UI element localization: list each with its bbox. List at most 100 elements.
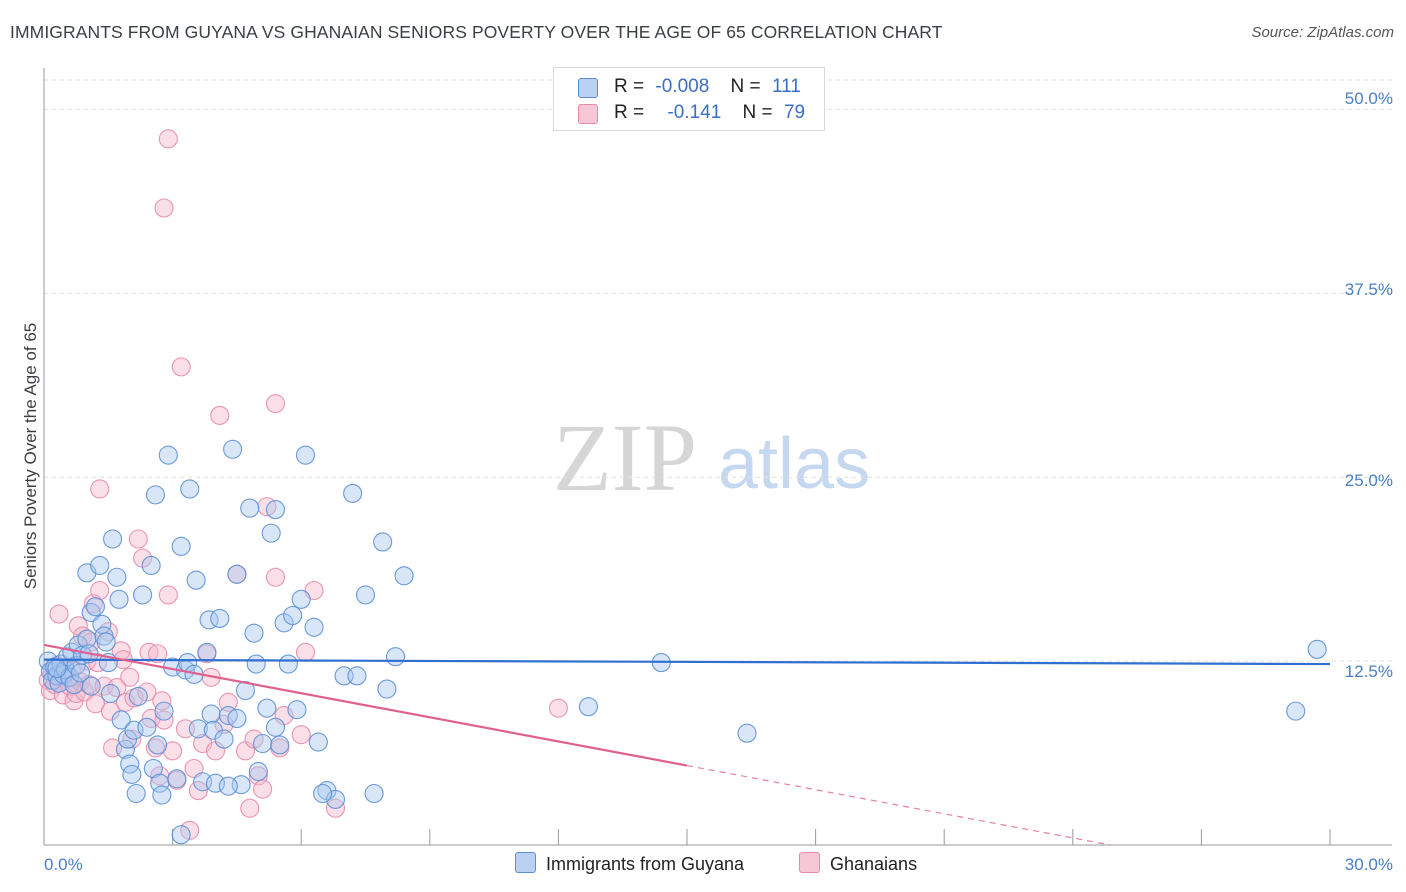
guyana-point — [214, 729, 234, 749]
ghanaians-point — [265, 567, 286, 587]
guyana-point — [137, 717, 157, 737]
guyana-point — [227, 708, 247, 729]
guyana-point — [197, 642, 217, 662]
guyana-point — [81, 676, 101, 696]
y-axis-label: Seniors Poverty Over the Age of 65 — [21, 323, 40, 589]
legend-text: R = -0.141 N = 79 — [614, 102, 805, 124]
guyana-point — [103, 529, 123, 549]
guyana-point — [278, 654, 298, 674]
guyana-point — [244, 623, 264, 643]
bottom-legend-guyana: Immigrants from Guyana — [515, 852, 744, 875]
n-label: N = — [730, 76, 761, 97]
y-tick-label: 12.5% — [1345, 662, 1393, 681]
guyana-point — [180, 479, 200, 499]
ghanaians-point — [68, 616, 88, 636]
r-value: -0.008 — [655, 76, 710, 97]
guyana-point — [1286, 701, 1306, 721]
guyana-point — [377, 679, 397, 699]
r-value: -0.141 — [667, 102, 722, 123]
ghanaians-trend-line — [43, 643, 688, 767]
ghanaians-point — [295, 642, 316, 662]
guyana-point — [248, 761, 268, 781]
guyana-point — [218, 776, 238, 796]
guyana-point — [128, 686, 148, 706]
ghanaians-point — [171, 357, 191, 377]
guyana-point — [107, 567, 127, 587]
ghanaians-point — [49, 604, 69, 624]
guyana-point — [257, 698, 277, 718]
guyana-point — [85, 597, 105, 617]
guyana-point — [308, 732, 328, 752]
guyana-point — [90, 555, 110, 576]
guyana-point — [261, 523, 281, 543]
ghanaians-point — [128, 529, 148, 549]
n-value: 111 — [771, 76, 801, 97]
guyana-point — [394, 566, 414, 586]
guyana-point — [186, 570, 206, 590]
ghanaians-point — [548, 698, 568, 718]
guyana-point — [265, 717, 286, 737]
guyana-point — [283, 605, 303, 626]
legend-swatch-pink — [799, 852, 820, 873]
ghanaians-point — [184, 758, 204, 779]
ghanaians-point — [163, 741, 183, 761]
guyana-point — [64, 675, 84, 695]
guyana-point — [240, 498, 260, 518]
y-tick-labels: 50.0% 37.5% 25.0% 12.5% — [1345, 89, 1393, 681]
guyana-point — [111, 710, 131, 730]
guyana-point — [141, 555, 161, 576]
guyana-point — [246, 654, 266, 674]
guyana-point — [270, 735, 290, 755]
watermark-zip: ZIP — [553, 404, 697, 511]
guyana-point — [188, 719, 208, 739]
source-credit: Source: ZipAtlas.com — [1251, 24, 1394, 41]
guyana-point — [223, 439, 243, 459]
guyana-point — [1307, 639, 1327, 659]
guyana-point — [578, 697, 598, 717]
watermark: ZIP atlas — [553, 404, 870, 511]
guyana-point — [265, 500, 286, 520]
guyana-point — [364, 783, 384, 804]
axes — [43, 68, 1392, 846]
watermark-atlas: atlas — [718, 424, 870, 504]
chart-title: IMMIGRANTS FROM GUYANA VS GHANAIAN SENIO… — [10, 22, 943, 42]
y-tick-label: 37.5% — [1345, 280, 1393, 299]
ghanaians-point — [154, 198, 174, 218]
guyana-point — [145, 485, 166, 505]
ghanaians-point — [188, 781, 208, 801]
ghanaians-point — [240, 798, 260, 818]
guyana-point — [227, 564, 247, 584]
guyana-point — [126, 783, 146, 804]
guyana-point — [171, 536, 191, 556]
ghanaians-point — [148, 644, 168, 664]
guyana-point — [313, 783, 333, 804]
guyana-point — [133, 585, 153, 605]
guyana-point — [148, 735, 168, 755]
ghanaians-point — [210, 405, 230, 425]
legend-swatch-pink — [578, 104, 598, 124]
ghanaians-point — [180, 820, 200, 840]
guyana-point — [347, 666, 367, 686]
ghanaians-point — [218, 692, 238, 712]
r-label: R = — [614, 102, 645, 123]
guyana-point — [100, 683, 120, 704]
ghanaians-point — [90, 479, 110, 499]
x-tick-label-min: 0.0% — [44, 855, 83, 874]
guyana-point — [355, 585, 376, 605]
guyana-point — [235, 680, 256, 701]
guyana-point — [210, 608, 230, 628]
guyana-point — [287, 700, 307, 720]
legend-swatch-blue — [515, 852, 536, 873]
guyana-point — [201, 704, 221, 724]
legend-text: R = -0.008 N = 111 — [614, 76, 801, 98]
guyana-point — [109, 589, 129, 609]
guyana-point — [253, 733, 273, 754]
ghanaians-point — [244, 729, 264, 749]
n-value: 79 — [783, 102, 806, 123]
ghanaians-point — [158, 585, 178, 605]
guyana-point — [385, 647, 406, 667]
guyana-point — [92, 614, 112, 634]
guyana-point — [122, 764, 142, 784]
n-label: N = — [742, 102, 773, 123]
